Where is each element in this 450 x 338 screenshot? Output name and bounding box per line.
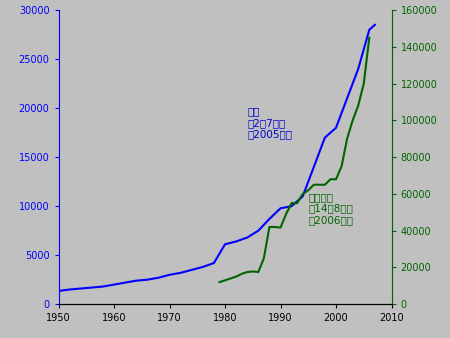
Text: 人口
結2乳7千人
（2005年）: 人口 結2乳7千人 （2005年）: [247, 106, 292, 140]
Text: 観光客数
ぇ14乴8千人
（2006年）: 観光客数 ぇ14乴8千人 （2006年）: [308, 192, 353, 225]
